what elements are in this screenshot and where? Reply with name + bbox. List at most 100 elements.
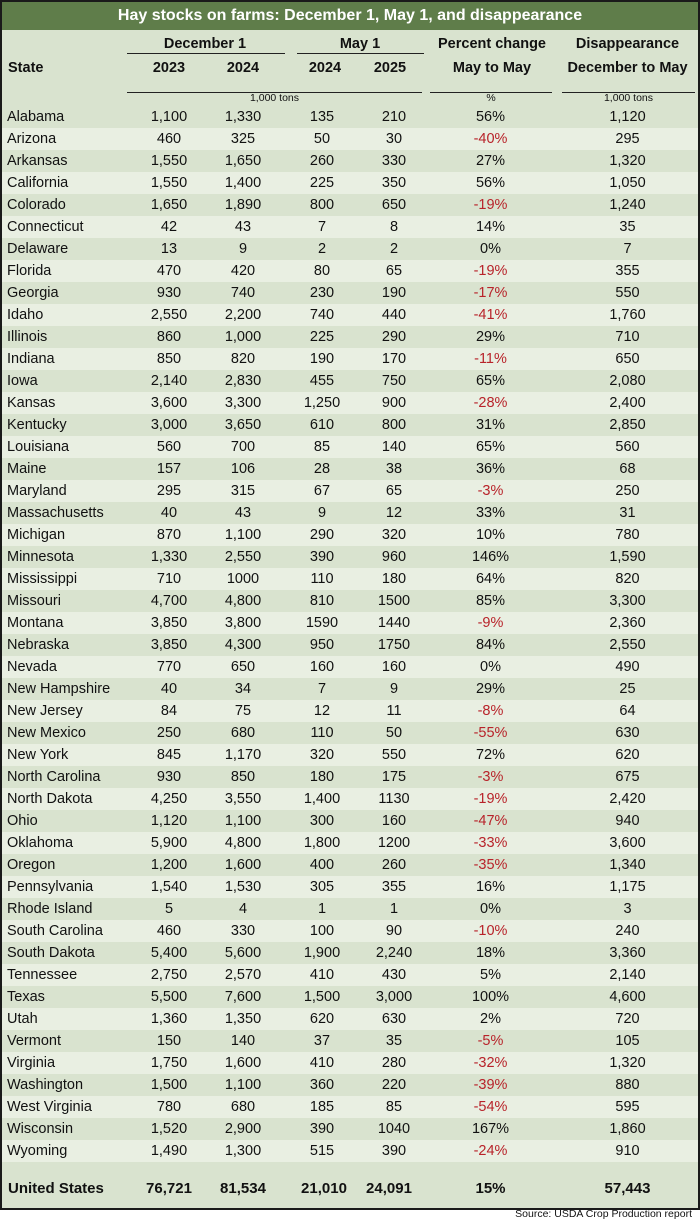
state-cell: Pennsylvania (2, 876, 132, 898)
table-row: Montana 3,850 3,800 1590 1440 -9% 2,360 (2, 612, 698, 634)
december-2024-cell: 1,170 (206, 744, 280, 766)
disappearance-cell: 3,300 (609, 593, 646, 609)
disappearance-cell: 2,400 (557, 392, 698, 414)
december-2023-cell: 560 (132, 436, 206, 458)
december-2023-cell: 1,500 (150, 1077, 188, 1093)
december-2023-cell: 780 (132, 1096, 206, 1118)
disappearance-cell: 820 (557, 568, 698, 590)
may-2025-cell: 550 (364, 744, 424, 766)
state-cell: Florida (2, 260, 132, 282)
percent-change-cell: -40% (424, 128, 557, 150)
may-2024-cell: 390 (309, 1121, 335, 1137)
may-2025-cell: 160 (381, 813, 407, 829)
may-2025-cell: 750 (381, 373, 407, 389)
may-2024-cell: 410 (280, 1052, 364, 1074)
may-2024-cell: 410 (280, 964, 364, 986)
may-2025-cell: 355 (364, 876, 424, 898)
total-2024-december: 81,534 (220, 1180, 266, 1197)
state-cell: Mississippi (2, 568, 132, 590)
may-2024-cell: 50 (280, 128, 364, 150)
may-2024-cell: 80 (280, 260, 364, 282)
may-2024-cell: 7 (317, 681, 327, 697)
may-2025-cell: 390 (364, 1140, 424, 1162)
units-line-percent (430, 92, 552, 93)
may-2024-cell: 320 (280, 744, 364, 766)
disappearance-cell: 1,590 (609, 549, 646, 565)
disappearance-cell: 1,175 (557, 876, 698, 898)
table-row: South Carolina 460 330 100 90 -10% 240 (2, 920, 698, 942)
may-2025-cell: 65 (364, 480, 424, 502)
december-2023-cell: 1,650 (150, 197, 188, 213)
december-2024-cell: 820 (206, 348, 280, 370)
table-row: New Hampshire 40 34 7 9 29% 25 (2, 678, 698, 700)
state-cell: Maine (7, 461, 47, 477)
state-cell: Oregon (7, 857, 56, 873)
state-cell: California (2, 172, 132, 194)
table-row: Missouri 4,700 4,800 810 1500 85% 3,300 (2, 590, 698, 612)
december-2023-cell: 860 (156, 329, 182, 345)
december-2023-cell: 2,140 (150, 373, 188, 389)
percent-change-cell: 65% (424, 436, 557, 458)
disappearance-cell: 1,050 (557, 172, 698, 194)
december-2023-cell: 5,500 (150, 989, 188, 1005)
may-2024-cell: 740 (280, 304, 364, 326)
december-2024-cell: 34 (234, 681, 252, 697)
may-2025-cell: 35 (385, 1033, 403, 1049)
december-2024-cell: 2,900 (224, 1121, 262, 1137)
december-2024-cell: 1,350 (206, 1008, 280, 1030)
table-header: December 1 May 1 Percent change Disappea… (2, 30, 698, 92)
percent-change-cell: -33% (424, 832, 557, 854)
state-cell: New York (2, 744, 132, 766)
percent-change-cell: -54% (424, 1096, 557, 1118)
may-2024-cell: 305 (280, 876, 364, 898)
may-2024-cell: 160 (280, 656, 364, 678)
may-2025-cell: 1440 (364, 612, 424, 634)
december-2024-cell: 2,830 (224, 373, 262, 389)
december-2024-cell: 330 (206, 920, 280, 942)
header-december-1: December 1 (163, 36, 247, 52)
disappearance-cell: 880 (615, 1077, 640, 1093)
may-2024-cell: 7 (280, 216, 364, 238)
total-row: United States 76,721 81,534 21,010 24,09… (2, 1176, 698, 1204)
state-cell: Georgia (7, 285, 59, 301)
percent-change-cell: 72% (424, 744, 557, 766)
data-table: Alabama 1,100 1,330 135 210 56% 1,120 Arizona 46… (2, 106, 698, 1162)
disappearance-cell: 1,340 (609, 857, 646, 873)
percent-change-cell: 56% (475, 109, 506, 125)
table-row: Nebraska 3,850 4,300 950 1750 84% 2,550 (2, 634, 698, 656)
table-row: North Dakota 4,250 3,550 1,400 1130 -19% 2,420 (2, 788, 698, 810)
state-cell: Vermont (7, 1033, 61, 1049)
may-2024-cell: 300 (309, 813, 335, 829)
may-2025-cell: 190 (381, 285, 407, 301)
disappearance-cell: 3 (623, 901, 632, 917)
may-2024-cell: 810 (309, 593, 335, 609)
may-2025-cell: 175 (381, 769, 407, 785)
december-2023-cell: 40 (160, 681, 178, 697)
state-cell: South Dakota (7, 945, 95, 961)
disappearance-cell: 550 (615, 285, 640, 301)
disappearance-cell: 2,550 (609, 637, 646, 653)
may-2024-cell: 1,250 (280, 392, 364, 414)
december-2024-cell: 650 (206, 656, 280, 678)
table-row: Pennsylvania 1,540 1,530 305 355 16% 1,175 (2, 876, 698, 898)
percent-change-cell: -3% (477, 769, 504, 785)
percent-change-cell: -32% (424, 1052, 557, 1074)
state-cell: Oklahoma (2, 832, 132, 854)
december-2024-cell: 2,570 (206, 964, 280, 986)
december-2024-cell: 3,650 (224, 417, 262, 433)
state-cell: Colorado (7, 197, 66, 213)
december-2023-cell: 845 (132, 744, 206, 766)
may-2025-cell: 280 (364, 1052, 424, 1074)
table-row: Ohio 1,120 1,100 300 160 -47% 940 (2, 810, 698, 832)
december-2023-cell: 150 (156, 1033, 182, 1049)
may-2024-cell: 1,900 (303, 945, 341, 961)
table-row: Oklahoma 5,900 4,800 1,800 1200 -33% 3,600 (2, 832, 698, 854)
state-cell: Louisiana (2, 436, 132, 458)
units-tons-left: 1,000 tons (249, 92, 300, 104)
december-2024-cell: 106 (230, 461, 256, 477)
disappearance-cell: 1,860 (609, 1121, 646, 1137)
source-note: Source: USDA Crop Production report (2, 1204, 698, 1224)
may-2025-cell: 1200 (364, 832, 424, 854)
december-2024-cell: 75 (206, 700, 280, 722)
